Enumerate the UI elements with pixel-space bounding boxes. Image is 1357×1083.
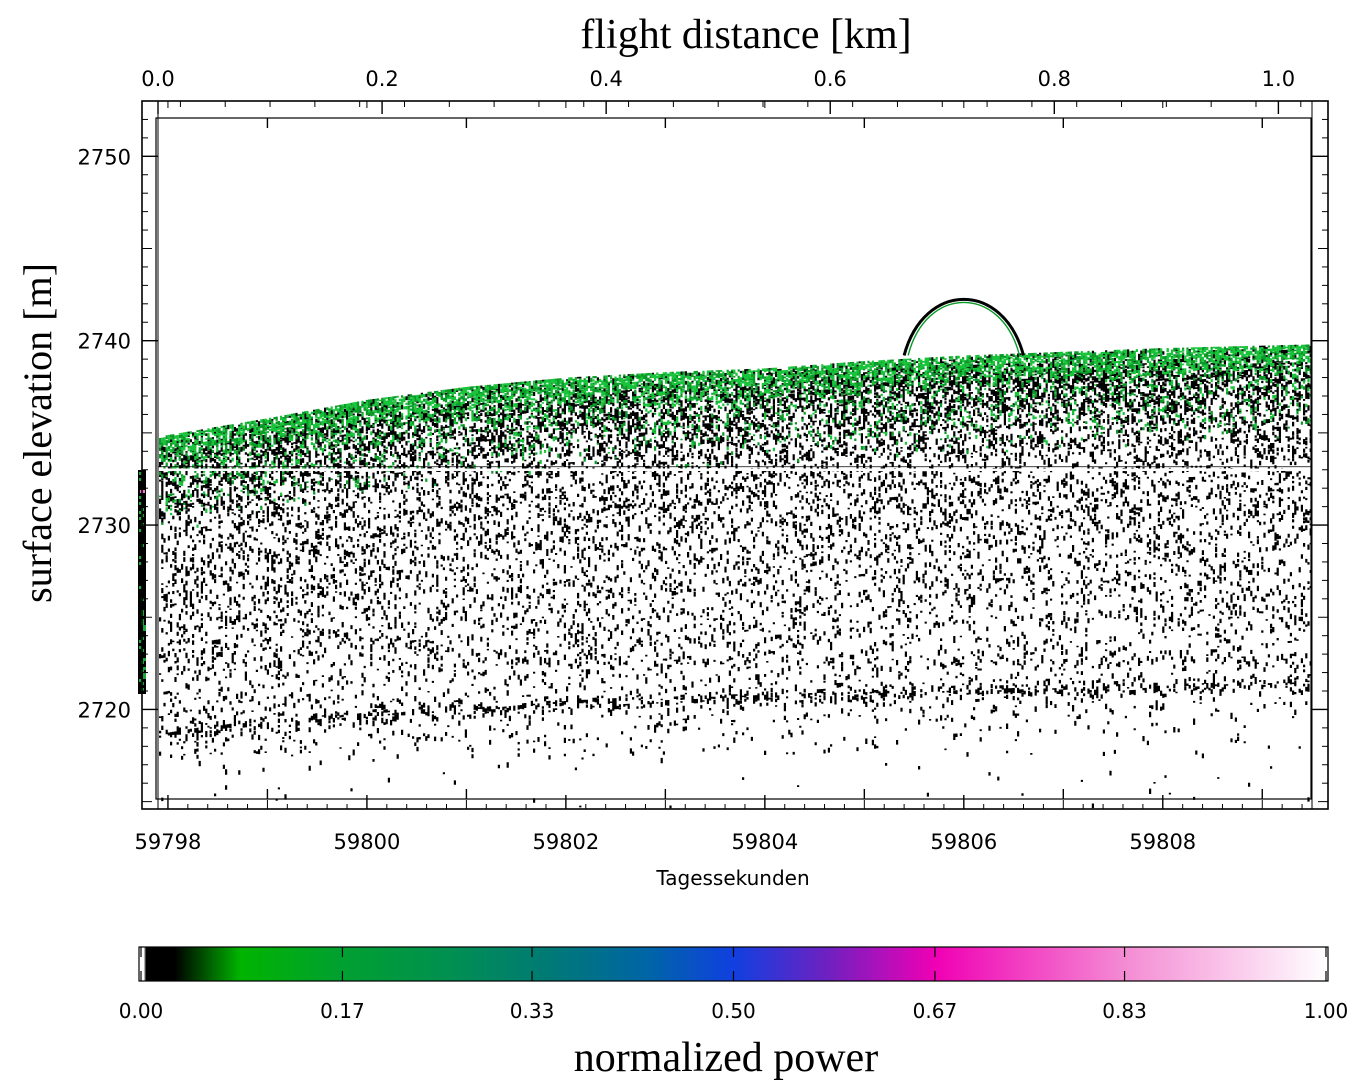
bottom-tick-label: 59806 [930, 830, 997, 854]
colorbar-tick-label: 0.50 [711, 999, 756, 1023]
y-tick-label: 2750 [78, 145, 131, 169]
top-tick-label: 0.0 [141, 67, 174, 91]
plot-inner-frame [155, 117, 1312, 800]
y-tick-label: 2720 [78, 698, 131, 722]
top-tick-label: 0.6 [814, 67, 847, 91]
bottom-tick-label: 59804 [731, 830, 798, 854]
radar-echo-black [159, 344, 1312, 809]
colorbar-tick-label: 1.00 [1304, 999, 1349, 1023]
reflection-arc-inner [907, 301, 1021, 356]
y-tick-label: 2730 [78, 514, 131, 538]
axes-ticks: 2720 2730 2740 2750 0.0 0.2 0.4 0.6 0.8 1.0 59798 5… [78, 67, 1328, 854]
top-tick-label: 0.4 [589, 67, 622, 91]
top-tick-label: 0.8 [1038, 67, 1071, 91]
colorbar-tick-label: 0.17 [320, 999, 365, 1023]
top-tick-label: 0.2 [365, 67, 398, 91]
radar-echo-green [159, 344, 1312, 525]
bottom-tick-label: 59798 [135, 830, 202, 854]
colorbar-tick-label: 0.00 [119, 999, 164, 1023]
top-axis-title: flight distance [km] [580, 12, 911, 58]
bottom-axis-title: Tagessekunden [655, 866, 809, 890]
top-tick-label: 1.0 [1262, 67, 1295, 91]
colorbar-ticks: 0.00 0.17 0.33 0.50 0.67 0.83 1.00 [119, 947, 1349, 1023]
colorbar-tick-label: 0.67 [913, 999, 958, 1023]
radar-echo-lightgreen [159, 344, 1312, 528]
bottom-tick-label: 59808 [1129, 830, 1196, 854]
colorbar-tick-label: 0.33 [510, 999, 555, 1023]
bottom-tick-label: 59800 [334, 830, 401, 854]
bottom-tick-label: 59802 [532, 830, 599, 854]
radar-data-layer [158, 297, 1312, 809]
y-tick-label: 2740 [78, 330, 131, 354]
plot-outer-frame [141, 100, 1329, 810]
colorbar-title: normalized power [574, 1035, 878, 1081]
colorbar-tick-label: 0.83 [1102, 999, 1147, 1023]
reflection-arc [902, 297, 1025, 356]
y-axis-title: surface elevation [m] [15, 263, 60, 603]
